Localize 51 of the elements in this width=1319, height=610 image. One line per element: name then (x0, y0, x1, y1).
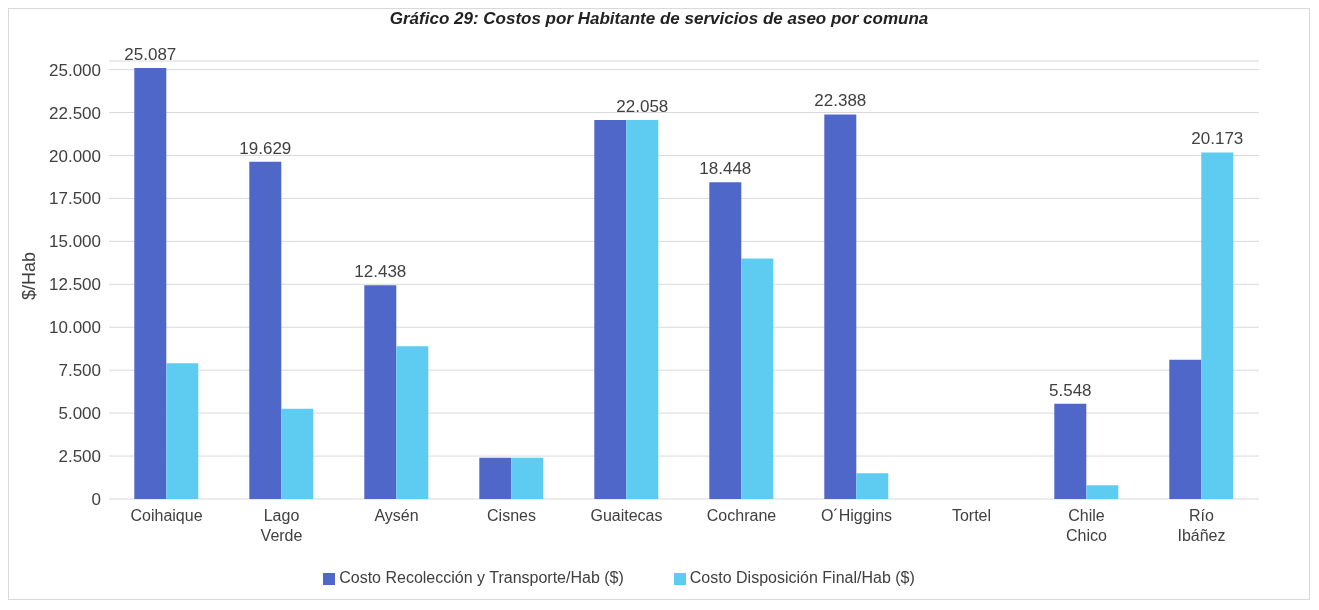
y-tick-label: 2.500 (58, 447, 101, 467)
x-tick-label: Cochrane (706, 507, 777, 524)
bar (709, 182, 742, 499)
y-tick-label: 10.000 (49, 318, 101, 338)
x-tick-label: Aysén (374, 507, 419, 524)
y-tick-label: 20.000 (49, 146, 101, 166)
bar (856, 473, 889, 499)
bar (1201, 152, 1234, 499)
bar (249, 161, 282, 499)
x-tick-label: Cisnes (487, 507, 536, 524)
data-label: 5.548 (1049, 380, 1092, 400)
bar (824, 114, 857, 499)
data-label: 20.173 (1191, 129, 1244, 149)
data-label: 25.087 (124, 45, 177, 65)
x-tick-label: O´Higgins (820, 507, 893, 524)
bar (166, 363, 199, 499)
y-tick-label: 5.000 (58, 404, 101, 424)
y-tick-label: 12.500 (49, 275, 101, 295)
y-tick-label: 22.500 (49, 103, 101, 123)
x-tick-label: Guaitecas (590, 507, 663, 524)
bar (134, 68, 167, 499)
data-label: 22.388 (814, 91, 867, 111)
x-tick-label: Chile Chico (1066, 507, 1108, 544)
bar (364, 285, 397, 499)
legend-label: Costo Recolección y Transporte/Hab ($) (339, 569, 624, 586)
bar (511, 457, 544, 499)
data-label: 22.058 (616, 97, 669, 117)
x-tick-label: Coihaique (130, 507, 203, 524)
x-tick-label: Lago Verde (260, 507, 303, 544)
bar (594, 120, 627, 499)
y-tick-label: 25.000 (49, 60, 101, 80)
bar (741, 258, 774, 499)
chart-title: Gráfico 29: Costos por Habitante de servicios de aseo por comuna (388, 9, 930, 29)
data-label: 19.629 (239, 138, 292, 158)
bar (281, 408, 314, 499)
bar (479, 457, 512, 499)
y-tick-label: 17.500 (49, 189, 101, 209)
data-label: 12.438 (354, 262, 407, 282)
bar (1169, 359, 1202, 499)
legend-label: Costo Disposición Final/Hab ($) (689, 569, 915, 586)
bar (1086, 485, 1119, 499)
y-tick-label: 7.500 (58, 361, 101, 381)
y-tick-label: 15.000 (49, 232, 101, 252)
y-axis-title: $/Hab (19, 251, 40, 300)
y-tick-label: 0 (91, 490, 101, 510)
bar (626, 120, 659, 499)
data-label: 18.448 (699, 159, 752, 179)
bar (396, 346, 429, 499)
x-tick-label: Tortel (951, 507, 992, 524)
bar (1054, 403, 1087, 499)
x-tick-label: Río Ibáñez (1177, 507, 1226, 544)
